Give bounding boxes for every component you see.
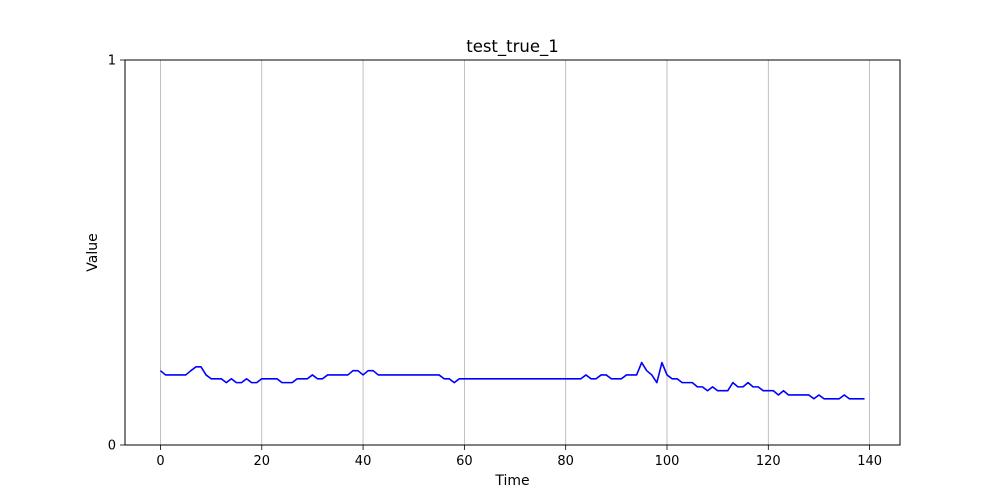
x-tick-label: 80 <box>557 454 574 469</box>
y-tick-label: 1 <box>108 54 116 69</box>
plot-frame <box>124 59 901 446</box>
x-tick-label: 40 <box>355 454 372 469</box>
y-axis-label: Value <box>85 233 101 271</box>
x-axis-ticks: 0 20 40 60 80 100 120 140 <box>156 445 882 469</box>
x-tick-label: 0 <box>156 454 164 469</box>
x-tick-label: 140 <box>857 454 882 469</box>
y-tick-label: 0 <box>108 439 116 454</box>
x-axis-label: Time <box>494 473 529 489</box>
grid-lines <box>160 60 871 445</box>
chart-title: test_true_1 <box>466 37 559 57</box>
series-line <box>159 361 865 400</box>
x-tick-label: 100 <box>655 454 680 469</box>
y-axis-ticks: 01 <box>108 54 125 454</box>
x-tick-label: 20 <box>253 454 270 469</box>
x-tick-label: 120 <box>756 454 781 469</box>
x-tick-label: 60 <box>456 454 473 469</box>
